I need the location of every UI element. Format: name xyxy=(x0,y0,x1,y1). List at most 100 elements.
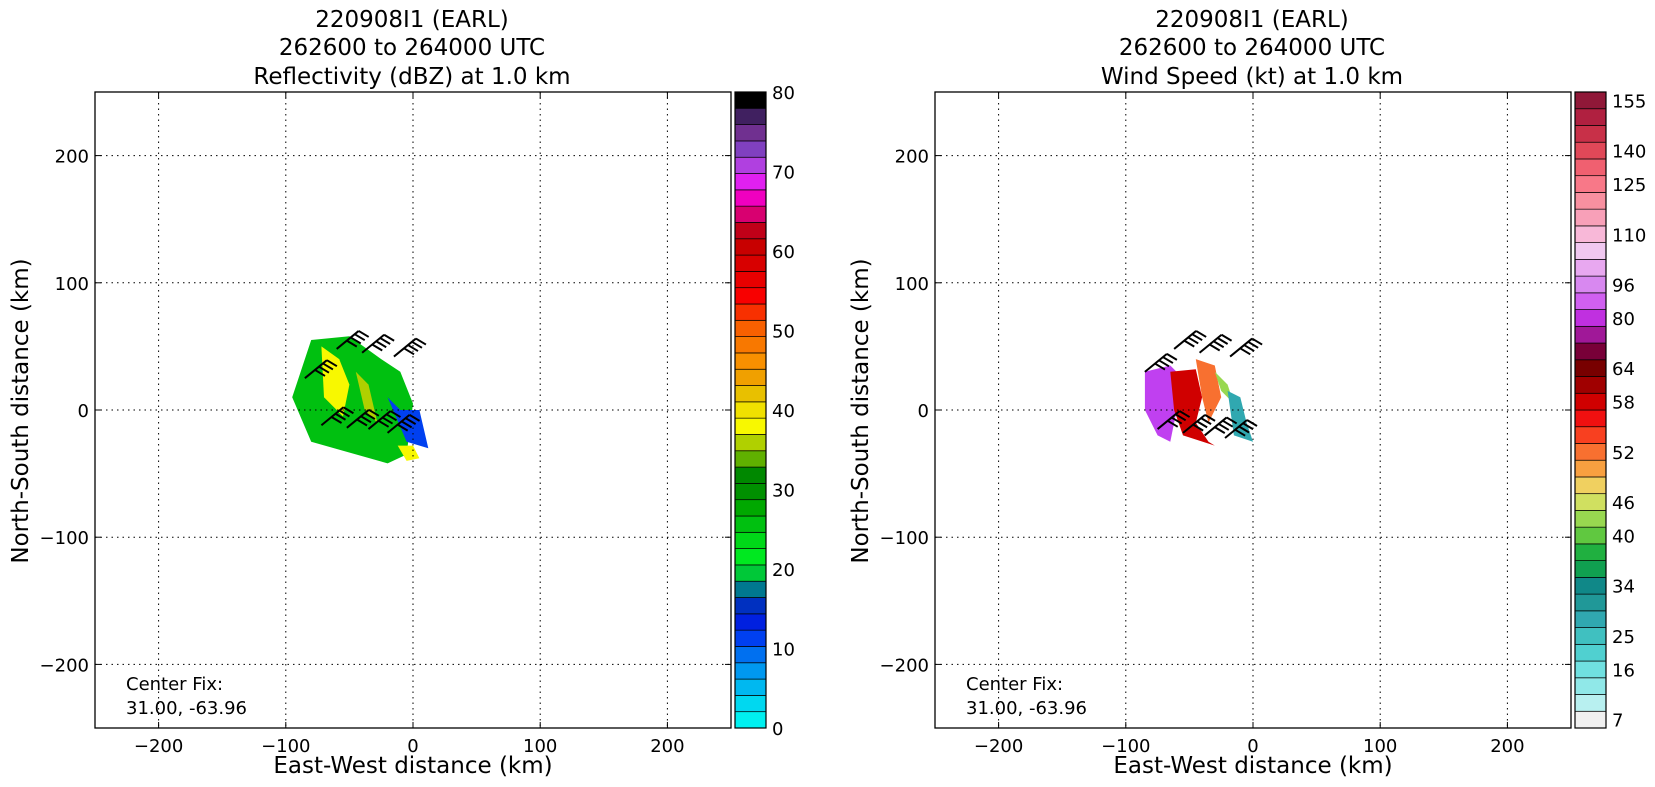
colorbar-segment xyxy=(734,548,767,566)
colorbar-segment xyxy=(734,450,767,468)
colorbar-segment xyxy=(734,319,767,337)
colorbar-tick-label: 60 xyxy=(772,242,795,263)
x-tick-label: −200 xyxy=(134,736,183,757)
colorbar-segment xyxy=(734,140,767,158)
x-tick-label: 100 xyxy=(1363,736,1397,757)
plot-frame xyxy=(934,91,1572,729)
colorbar-segment xyxy=(1574,660,1607,679)
colorbar-segment xyxy=(1574,141,1607,160)
colorbar-frame xyxy=(1574,91,1607,729)
colorbar-segment xyxy=(734,205,767,223)
wind-barb xyxy=(336,330,370,350)
colorbar-segment xyxy=(734,91,767,109)
colorbar-segment xyxy=(734,173,767,191)
left-y-axis-label: North-South distance (km) xyxy=(8,258,34,563)
colorbar-tick-label: 52 xyxy=(1612,443,1635,464)
x-tick-label: 0 xyxy=(407,736,418,757)
colorbar-segment xyxy=(1574,192,1607,210)
x-tick-label: 200 xyxy=(650,736,684,757)
data-region xyxy=(397,445,420,461)
x-tick-label: −200 xyxy=(974,736,1023,757)
colorbar-tick-label: 46 xyxy=(1612,493,1635,514)
colorbar-segment xyxy=(1574,443,1607,461)
wind-barb xyxy=(361,333,395,354)
data-region xyxy=(1227,390,1253,442)
colorbar-segment xyxy=(1574,392,1607,411)
left-center-fix-label: Center Fix: xyxy=(126,674,223,695)
left-center-fix-value: 31.00, -63.96 xyxy=(126,698,247,719)
wind-speed-plot-area: −200 −100 0 100 200 −200 −100 0 100 200 xyxy=(880,91,1572,757)
wind-speed-colorbar: 7 16 25 34 40 46 52 58 64 80 96 110 125 140 155 xyxy=(1574,91,1646,732)
colorbar-tick-label: 58 xyxy=(1612,393,1635,414)
colorbar-segment xyxy=(734,254,767,272)
y-tick-label: 0 xyxy=(78,401,89,422)
colorbar-segment xyxy=(734,124,767,142)
colorbar-segment xyxy=(1574,342,1607,361)
colorbar-segment xyxy=(734,352,767,370)
colorbar-segment xyxy=(1574,627,1607,645)
wind-barb xyxy=(1229,337,1263,358)
wind-barb xyxy=(320,406,354,427)
wind-barb xyxy=(1144,352,1178,373)
colorbar-segment xyxy=(1574,526,1607,545)
colorbar-tick-label: 70 xyxy=(772,163,795,184)
wind-barb xyxy=(304,359,338,379)
colorbar-segment xyxy=(1574,259,1607,277)
right-x-axis-label: East-West distance (km) xyxy=(1113,753,1392,779)
x-tick-label: −100 xyxy=(1101,736,1150,757)
colorbar-segment xyxy=(734,629,767,647)
colorbar-tick-label: 80 xyxy=(772,83,795,104)
y-tick-label: 200 xyxy=(895,147,929,168)
colorbar-segment xyxy=(1574,325,1607,344)
data-region xyxy=(1170,369,1215,446)
colorbar-segment xyxy=(1574,677,1607,695)
wind-barb xyxy=(346,408,380,429)
colorbar-segment xyxy=(734,156,767,174)
wind-barb xyxy=(1204,416,1238,437)
colorbar-tick-label: 0 xyxy=(772,719,783,740)
colorbar-segment xyxy=(734,483,767,501)
left-title-line-1: 220908I1 (EARL) xyxy=(315,7,509,33)
wind-barb xyxy=(386,414,421,434)
colorbar-segment xyxy=(734,238,767,256)
colorbar-frame xyxy=(734,91,767,729)
colorbar-tick-label: 20 xyxy=(772,560,795,581)
colorbar-segment xyxy=(734,695,767,713)
colorbar-segment xyxy=(1574,175,1607,193)
reflectivity-colorbar: 0 10 20 30 40 50 60 70 80 xyxy=(734,83,795,740)
wind-barb xyxy=(1156,410,1191,430)
right-title-line-2: 262600 to 264000 UTC xyxy=(1119,35,1385,61)
wind-barb xyxy=(1173,330,1207,350)
right-center-fix-value: 31.00, -63.96 xyxy=(966,698,1087,719)
colorbar-segment xyxy=(1574,510,1607,528)
colorbar-segment xyxy=(1574,309,1607,327)
colorbar-segment xyxy=(1574,593,1607,612)
colorbar-segment xyxy=(734,678,767,696)
colorbar-segment xyxy=(1574,91,1607,110)
colorbar-tick-label: 30 xyxy=(772,481,795,502)
y-tick-label: −200 xyxy=(40,655,89,676)
y-tick-label: 200 xyxy=(55,147,89,168)
colorbar-segment xyxy=(1574,158,1607,177)
colorbar-segment xyxy=(734,434,767,452)
colorbar-segment xyxy=(1574,543,1607,561)
colorbar-segment xyxy=(1574,643,1607,662)
colorbar-tick-label: 110 xyxy=(1612,225,1646,246)
wind-barb xyxy=(1198,333,1233,354)
colorbar-segment xyxy=(734,580,767,598)
colorbar-segment xyxy=(1574,242,1607,260)
y-tick-label: 100 xyxy=(895,274,929,295)
colorbar-segment xyxy=(1574,610,1607,628)
colorbar-segment xyxy=(1574,376,1607,394)
colorbar-segment xyxy=(1574,292,1607,310)
right-title-line-1: 220908I1 (EARL) xyxy=(1155,7,1349,33)
colorbar-tick-label: 40 xyxy=(1612,527,1635,548)
colorbar-segment xyxy=(1574,459,1607,478)
colorbar-tick-label: 125 xyxy=(1612,175,1646,196)
colorbar-tick-label: 80 xyxy=(1612,309,1635,330)
colorbar-segment xyxy=(734,515,767,533)
colorbar-segment xyxy=(734,417,767,435)
wind-barb xyxy=(1224,419,1258,439)
colorbar-segment xyxy=(734,499,767,517)
